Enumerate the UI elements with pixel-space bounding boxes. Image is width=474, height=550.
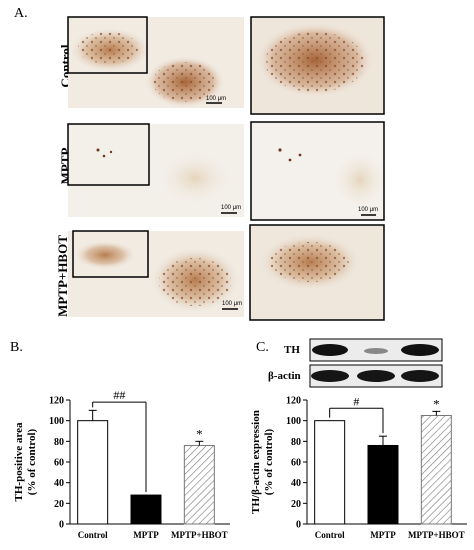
blot-label-th: TH: [284, 344, 300, 356]
micrograph-control-zoom: [250, 16, 385, 115]
bar: [420, 415, 452, 525]
chart-c: 0 20 40 60 80 100 120 TH/β-actin expression(% o…: [250, 394, 467, 540]
y-tick-label: 80: [54, 437, 64, 448]
micrograph-mptp-hbot-main: [68, 230, 244, 317]
y-tick-label: 20: [291, 499, 301, 510]
panel-c-letter: C.: [256, 340, 269, 355]
panel-b-letter: B.: [10, 340, 23, 355]
bar: [77, 420, 109, 525]
blot-band-th-mptp: [364, 348, 388, 354]
y-tick-label: 40: [54, 478, 64, 489]
y-axis-label: TH/β-actin expression(% of control): [250, 410, 275, 514]
blot-band-th-control: [312, 344, 348, 356]
micrograph-mptp-zoom: [250, 121, 388, 221]
micrograph-mptp-hbot-zoom: [249, 224, 385, 321]
blot-band-actin-mptp: [357, 370, 395, 382]
y-tick-label: 60: [291, 458, 301, 469]
blot-band-th-hbot: [401, 344, 439, 356]
star-annotation: *: [433, 396, 440, 411]
blot-band-actin-control: [311, 370, 349, 382]
x-tick-label: Control: [315, 530, 345, 540]
bar: [314, 420, 346, 525]
x-tick-label: MPTP+HBOT: [408, 530, 465, 540]
y-tick-label: 60: [54, 458, 64, 469]
western-blot: [309, 338, 443, 388]
star-annotation: *: [196, 426, 203, 441]
blot-band-actin-hbot: [401, 370, 439, 382]
x-tick-label: MPTP: [133, 530, 159, 540]
y-tick-label: 120: [286, 396, 301, 407]
sig-label: ##: [113, 390, 125, 402]
blot-label-beta-actin: β-actin: [268, 370, 301, 382]
sig-label: #: [353, 394, 359, 408]
panel-a-letter: A.: [14, 6, 28, 21]
micrograph-figure: [67, 16, 388, 321]
bar: [367, 444, 399, 525]
scalebar-label-mptp-zoom: 100 μm: [358, 207, 379, 213]
chart-b: 0 20 40 60 80 100 120 TH-positive area(% of con…: [13, 390, 230, 540]
scalebar-label-control: 100 μm: [206, 96, 227, 102]
x-tick-label: Control: [78, 530, 108, 540]
bar: [130, 494, 162, 525]
y-axis-label: TH-positive area(% of control): [13, 422, 38, 501]
y-tick-label: 20: [54, 499, 64, 510]
y-tick-label: 40: [291, 478, 301, 489]
y-tick-label: 120: [49, 396, 64, 407]
x-tick-label: MPTP: [370, 530, 396, 540]
y-tick-label: 100: [49, 416, 64, 427]
bar: [183, 444, 215, 525]
scalebar-label-mptp-hbot: 100 μm: [222, 301, 243, 307]
y-tick-label: 80: [291, 437, 301, 448]
micrograph-control-main: [67, 16, 244, 108]
scalebar-label-mptp: 100 μm: [221, 205, 242, 211]
y-tick-label: 100: [286, 416, 301, 427]
y-tick-label: 0: [296, 520, 301, 531]
micrograph-mptp-main: [67, 123, 244, 217]
x-tick-label: MPTP+HBOT: [171, 530, 228, 540]
y-tick-label: 0: [59, 520, 64, 531]
